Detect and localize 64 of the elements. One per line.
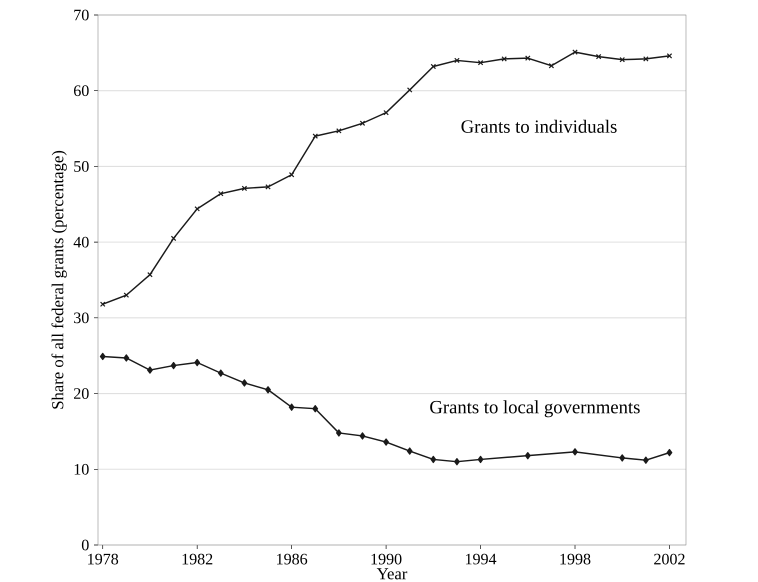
- point: [147, 272, 153, 278]
- point: [194, 206, 200, 212]
- point: [383, 438, 389, 446]
- point: [478, 456, 484, 464]
- y-tick-label: 60: [74, 85, 89, 96]
- point: [242, 379, 248, 387]
- point: [360, 120, 366, 126]
- y-axis-title: Share of all federal grants (percentage): [51, 150, 67, 409]
- point: [430, 64, 436, 70]
- point: [454, 58, 460, 64]
- point: [666, 448, 672, 456]
- annotation: Grants to local governments: [430, 400, 640, 418]
- point: [288, 172, 294, 178]
- x-tick-label: 1994: [466, 554, 496, 564]
- point: [218, 190, 224, 196]
- y-tick-label: 20: [74, 388, 89, 399]
- y-tick-label: 70: [74, 10, 89, 20]
- point: [170, 236, 176, 242]
- point: [124, 292, 130, 298]
- point: [218, 369, 224, 377]
- point: [242, 186, 248, 192]
- point: [501, 56, 507, 62]
- point: [548, 62, 554, 68]
- x-axis-title: Year: [376, 568, 408, 580]
- point: [619, 454, 626, 462]
- x-tick-label: 1986: [277, 554, 308, 564]
- point: [383, 110, 389, 116]
- point: [265, 184, 271, 190]
- y-tick-label: 30: [74, 312, 89, 324]
- point: [100, 352, 106, 360]
- point: [265, 386, 271, 394]
- point: [643, 56, 649, 62]
- y-tick-label: 40: [74, 236, 89, 248]
- x-tick-label: 1998: [560, 554, 590, 564]
- point: [430, 456, 436, 464]
- point: [170, 362, 176, 370]
- point: [525, 55, 531, 61]
- point: [406, 447, 413, 455]
- point: [312, 405, 318, 412]
- x-tick-label: 1978: [88, 554, 118, 564]
- point: [312, 133, 318, 139]
- y-tick-label: 10: [74, 464, 89, 475]
- point: [572, 49, 578, 55]
- point: [336, 128, 342, 134]
- point: [454, 458, 460, 466]
- point: [596, 54, 602, 60]
- point: [288, 404, 295, 411]
- x-tick-label: 1982: [182, 554, 212, 564]
- point: [619, 56, 626, 62]
- point: [123, 354, 130, 362]
- point: [360, 432, 366, 440]
- y-tick-label: 0: [82, 540, 89, 550]
- point: [524, 452, 531, 460]
- x-tick-label: 2002: [654, 554, 685, 564]
- point: [194, 358, 200, 366]
- point: [478, 60, 484, 66]
- point: [572, 448, 578, 456]
- point: [147, 366, 153, 374]
- annotation: Grants to individuals: [461, 120, 617, 133]
- point: [406, 87, 412, 93]
- point: [336, 429, 342, 437]
- x-tick-label: 1990: [371, 554, 402, 564]
- y-tick-label: 50: [74, 161, 89, 172]
- point: [642, 456, 649, 464]
